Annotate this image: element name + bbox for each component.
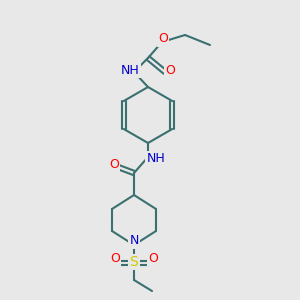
Text: O: O xyxy=(148,251,158,265)
Text: NH: NH xyxy=(147,152,165,166)
Text: O: O xyxy=(165,64,175,76)
Text: O: O xyxy=(110,251,120,265)
Text: NH: NH xyxy=(121,64,140,76)
Text: S: S xyxy=(130,255,138,269)
Text: O: O xyxy=(158,32,168,46)
Text: O: O xyxy=(109,158,119,172)
Text: N: N xyxy=(129,235,139,248)
